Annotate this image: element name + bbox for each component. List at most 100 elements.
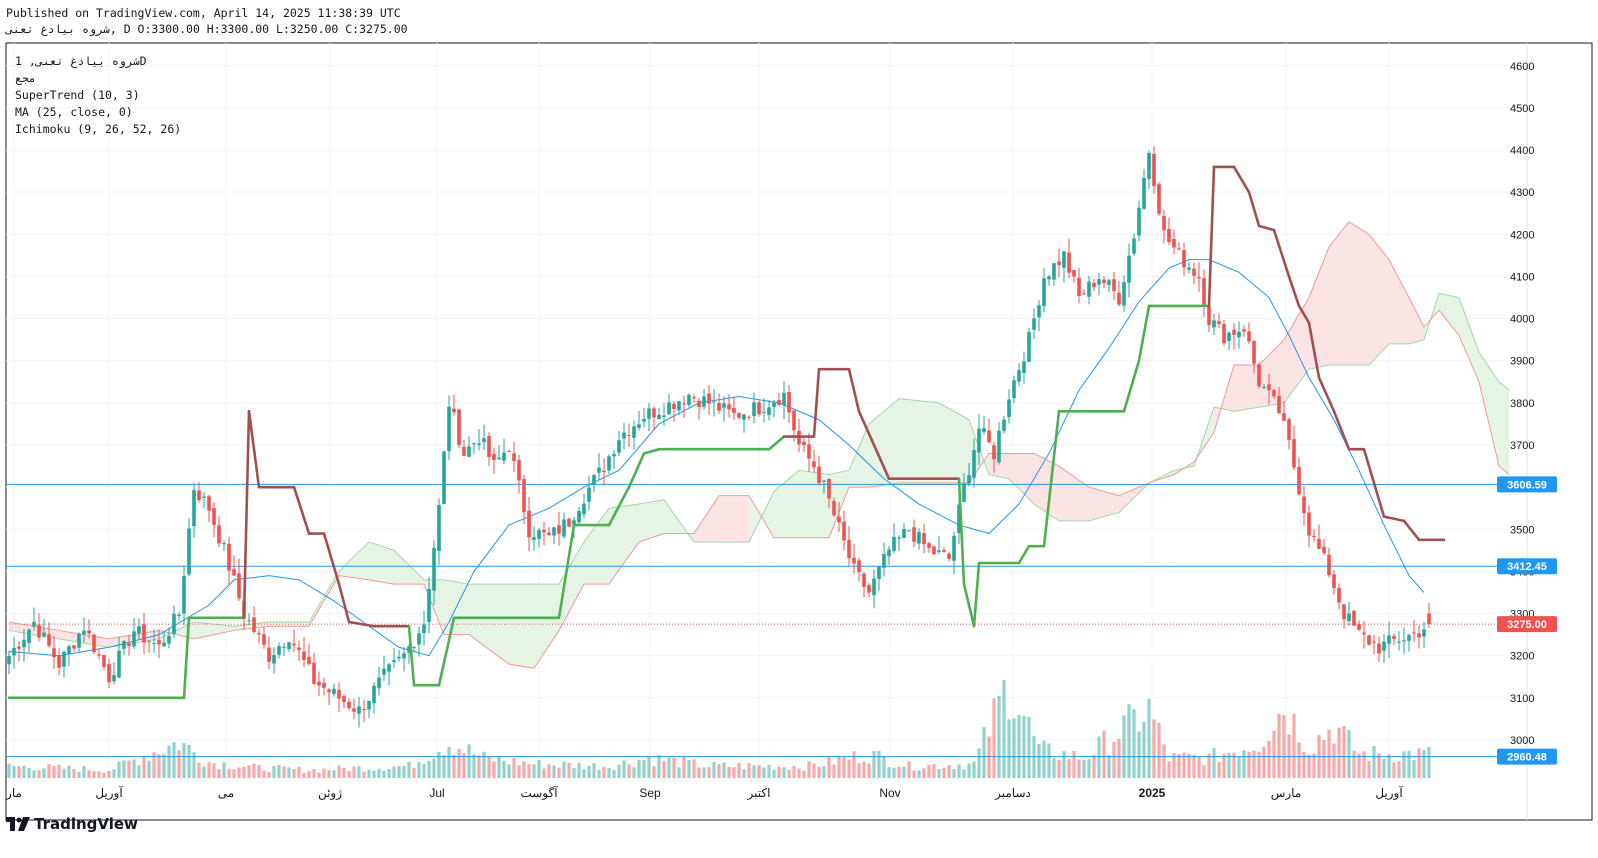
candle-body (942, 549, 946, 552)
volume-bar (292, 768, 296, 778)
volume-bar (1242, 750, 1246, 778)
candle-body (677, 401, 681, 411)
volume-bar (372, 770, 376, 778)
brand-name: TradingView (34, 815, 138, 833)
candle-body (1252, 341, 1256, 364)
candle-body (817, 466, 821, 484)
candle-body (1117, 292, 1121, 305)
price-labels: 3606.59 3412.45 2960.48 3275.00 (1497, 476, 1557, 765)
ichimoku-cloud-segment (1034, 453, 1059, 521)
volume-bar (942, 767, 946, 778)
volume-bar (557, 767, 561, 778)
volume-bar (1217, 761, 1221, 778)
volume-bar (152, 752, 156, 778)
volume-bar (1277, 713, 1281, 778)
volume-bar (492, 761, 496, 778)
volume-bar (777, 766, 781, 778)
candle-body (1387, 635, 1391, 644)
volume-bar (1342, 726, 1346, 778)
volume-bar (1002, 679, 1006, 778)
time-axis[interactable]: مار آوریل می ژوئن Jul آگوست Sep اکتبر Nov دسامبر 2… (5, 785, 1403, 800)
candle-body (922, 533, 926, 545)
ichimoku-cloud-segment (1259, 339, 1284, 408)
volume-layer (7, 679, 1431, 778)
volume-bar (1127, 704, 1131, 778)
candle-body (292, 643, 296, 646)
price-axis[interactable]: 3000310032003300340035003600370038003900… (1510, 61, 1534, 747)
supertrend-segment (1137, 304, 1151, 363)
candle-body (752, 402, 756, 416)
volume-bar (1112, 742, 1116, 778)
candle-body (347, 701, 351, 709)
candle-body (307, 656, 311, 665)
volume-bar (742, 769, 746, 778)
volume-bar (732, 767, 736, 778)
volume-bar (282, 766, 286, 778)
candle-body (1317, 539, 1321, 549)
candle-body (702, 396, 706, 407)
volume-bar (337, 765, 341, 778)
volume-bar (387, 768, 391, 778)
candle-body (882, 553, 886, 568)
candle-body (1187, 267, 1191, 270)
legend-ichimoku[interactable]: Ichimoku (9, 26, 52, 26) (15, 122, 182, 136)
ichimoku-cloud-segment (899, 398, 939, 483)
volume-bar (1192, 755, 1196, 778)
legend-supertrend[interactable]: SuperTrend (10, 3) (15, 88, 140, 102)
volume-bar (1207, 753, 1211, 778)
candle-body (867, 584, 871, 593)
candle-body (567, 518, 571, 527)
volume-bar (272, 766, 276, 778)
volume-bar (1172, 753, 1176, 778)
candle-body (812, 461, 816, 468)
volume-bar (657, 755, 661, 778)
ichimoku-cloud-segment (394, 550, 424, 585)
volume-bar (267, 772, 271, 778)
volume-bar (647, 757, 651, 778)
price-tick-label: 4500 (1510, 103, 1534, 115)
candle-body (62, 651, 66, 667)
volume-bar (147, 760, 151, 778)
volume-bar (752, 765, 756, 778)
volume-bar (192, 752, 196, 778)
volume-bar (837, 756, 841, 778)
candle-body (92, 634, 96, 653)
volume-bar (807, 761, 811, 778)
price-tick-label: 3200 (1510, 651, 1534, 663)
candle-body (77, 633, 81, 648)
price-tick-label: 3000 (1510, 735, 1534, 747)
volume-bar (632, 767, 636, 778)
candle-body (682, 403, 686, 405)
candle-body (402, 653, 406, 659)
volume-bar (517, 765, 521, 778)
tradingview-brand[interactable]: TradingView (6, 815, 138, 833)
volume-bar (547, 764, 551, 778)
candle-body (592, 475, 596, 485)
candle-body (447, 406, 451, 452)
volume-bar (92, 771, 96, 778)
candle-body (52, 648, 56, 658)
ichimoku-cloud-segment (1459, 297, 1479, 382)
volume-bar (607, 768, 611, 778)
candle-body (442, 451, 446, 505)
candle-body (1132, 238, 1136, 254)
candle-body (1342, 604, 1346, 620)
volume-bar (932, 764, 936, 778)
price-label-text: 3412.45 (1507, 561, 1547, 573)
candle-body (302, 651, 306, 660)
volume-bar (892, 767, 896, 778)
volume-bar (747, 763, 751, 778)
candle-body (157, 640, 161, 645)
volume-bar (407, 761, 411, 778)
volume-bar (1337, 727, 1341, 778)
volume-bar (1422, 749, 1426, 778)
candle-body (1397, 641, 1401, 643)
volume-bar (682, 756, 686, 778)
supertrend-segment (322, 532, 341, 586)
volume-bar (297, 766, 301, 778)
legend-ma[interactable]: MA (25, close, 0) (15, 105, 133, 119)
volume-bar (1417, 748, 1421, 778)
candle-body (1052, 263, 1056, 280)
time-tick-label: مار (5, 786, 22, 800)
